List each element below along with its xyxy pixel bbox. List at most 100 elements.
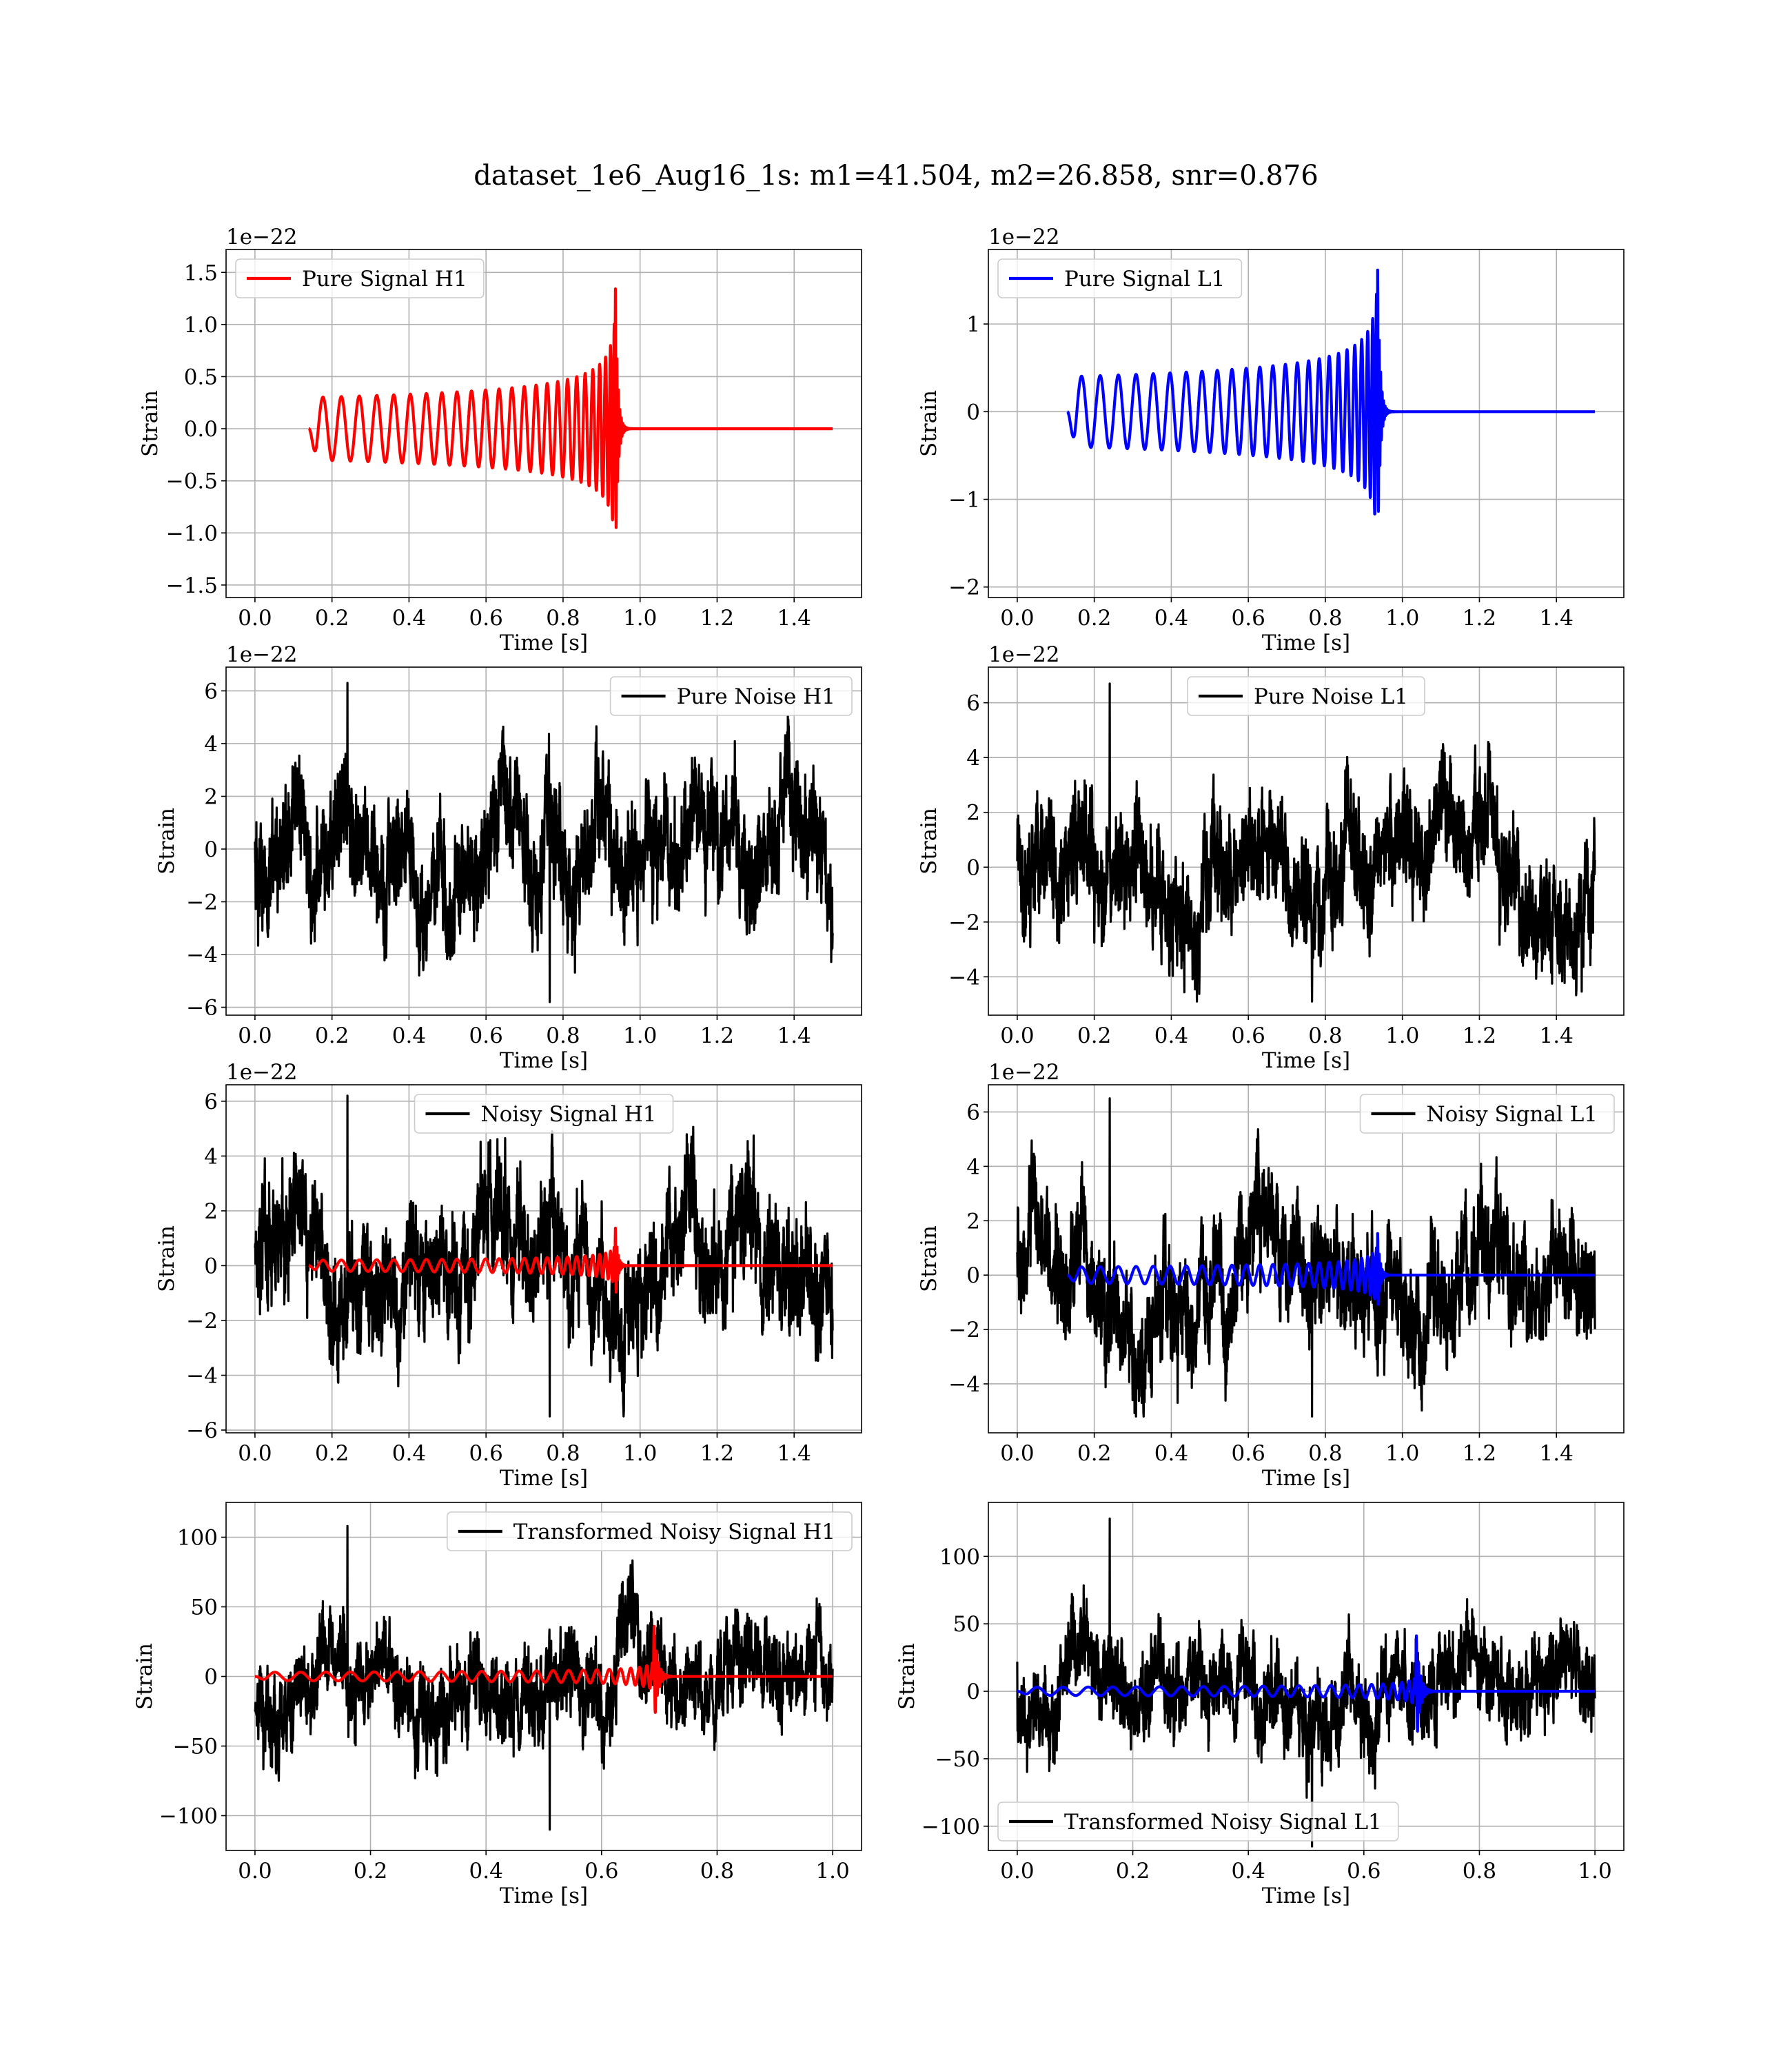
x-tick-label: 0.4: [469, 1859, 503, 1884]
y-tick-label: 2: [204, 784, 218, 809]
y-axis-label: Strain: [138, 390, 163, 457]
x-axis-label: Time [s]: [500, 1466, 588, 1491]
y-tick-label: 0: [966, 855, 980, 880]
x-tick-label: 0.0: [238, 606, 272, 631]
offset-text: 1e−22: [988, 1060, 1060, 1085]
y-tick-label: 2: [966, 801, 980, 826]
x-tick-label: 1.4: [777, 1441, 811, 1466]
plot-area: [1016, 1097, 1596, 1418]
x-tick-label: 1.2: [1463, 606, 1496, 631]
y-tick-label: 0.5: [184, 365, 218, 389]
x-tick-label: 1.0: [623, 1441, 657, 1466]
legend: Noisy Signal H1: [414, 1094, 674, 1134]
legend: Pure Signal H1: [235, 258, 485, 298]
legend-label: Pure Noise H1: [677, 684, 835, 709]
x-tick-label: 1.0: [1385, 1441, 1419, 1466]
x-tick-label: 0.6: [469, 1023, 503, 1048]
x-tick-label: 0.6: [1232, 1441, 1265, 1466]
x-tick-label: 0.6: [469, 1441, 503, 1466]
signal-series-line: [307, 287, 834, 529]
x-tick-label: 0.0: [1000, 1023, 1034, 1048]
x-tick-label: 0.8: [700, 1859, 734, 1884]
y-axis-label: Strain: [917, 1225, 941, 1292]
x-tick-label: 0.2: [1116, 1859, 1150, 1884]
legend: Pure Noise L1: [1187, 676, 1425, 716]
x-tick-label: 0.2: [315, 1023, 349, 1048]
x-axis-label: Time [s]: [500, 1048, 588, 1073]
legend-box: [1359, 1094, 1615, 1134]
legend: Transformed Noisy Signal H1: [446, 1511, 853, 1551]
x-axis-label: Time [s]: [1262, 1884, 1350, 1908]
y-tick-label: −2: [948, 910, 980, 935]
y-tick-label: 1.0: [184, 313, 218, 338]
legend-label: Transformed Noisy Signal H1: [513, 1520, 835, 1544]
x-tick-label: 0.8: [546, 1023, 580, 1048]
legend: Pure Noise H1: [609, 676, 853, 716]
x-tick-label: 0.8: [546, 606, 580, 631]
x-tick-label: 0.8: [1463, 1859, 1496, 1884]
y-axis-label: Strain: [917, 390, 941, 457]
x-tick-label: 1.0: [1385, 606, 1419, 631]
y-tick-label: −4: [186, 1363, 218, 1388]
x-tick-label: 0.6: [1347, 1859, 1381, 1884]
y-tick-label: −2: [948, 575, 980, 600]
y-tick-label: 0: [966, 1680, 980, 1704]
y-tick-label: 0: [204, 837, 218, 862]
x-tick-label: 0.2: [354, 1859, 387, 1884]
legend-label: Transformed Noisy Signal L1: [1064, 1810, 1382, 1835]
legend-box: [235, 258, 485, 298]
plot-area: [307, 287, 834, 529]
x-tick-label: 1.4: [1540, 1023, 1574, 1048]
signal-series-line: [1016, 1634, 1596, 1733]
offset-text: 1e−22: [226, 225, 298, 249]
x-tick-label: 1.4: [1540, 606, 1574, 631]
x-tick-label: 1.4: [1540, 1441, 1574, 1466]
x-tick-label: 0.0: [238, 1441, 272, 1466]
legend-label: Noisy Signal H1: [481, 1102, 657, 1127]
legend: Noisy Signal L1: [1359, 1094, 1615, 1134]
y-tick-label: 0: [204, 1254, 218, 1278]
axes-frame: [225, 1084, 862, 1434]
noise-series-line: [1016, 682, 1596, 1003]
subplot-2: 0.0 0.2 0.4 0.6 0.8 1.0 1.2 1.4 −2 −1 0 1 Time [s] St…: [917, 225, 1625, 655]
legend-label: Pure Signal L1: [1064, 267, 1225, 292]
x-axis-label: Time [s]: [1262, 1466, 1350, 1491]
plot-area: [254, 682, 834, 1003]
subplot-4: 0.0 0.2 0.4 0.6 0.8 1.0 1.2 1.4 −4 −2 0 2 4 6 Time [s]…: [917, 642, 1625, 1073]
y-tick-label: 6: [966, 691, 980, 716]
x-tick-label: 0.0: [238, 1023, 272, 1048]
y-axis-label: Strain: [154, 1225, 179, 1292]
y-tick-label: 100: [177, 1526, 218, 1551]
y-tick-label: −100: [922, 1815, 980, 1839]
x-tick-label: 0.4: [392, 1023, 426, 1048]
y-tick-label: 1: [966, 312, 980, 337]
x-tick-label: 1.2: [700, 606, 734, 631]
x-tick-label: 0.4: [392, 606, 426, 631]
offset-text: 1e−22: [226, 642, 298, 667]
x-tick-label: 0.6: [1232, 1023, 1265, 1048]
x-tick-label: 0.6: [1232, 606, 1265, 631]
subplot-1: 0.0 0.2 0.4 0.6 0.8 1.0 1.2 1.4 −1.5 −1.0 −0.5 0.0 0…: [138, 225, 862, 655]
x-axis-label: Time [s]: [1262, 631, 1350, 655]
legend-box: [1187, 676, 1425, 716]
x-tick-label: 0.4: [392, 1441, 426, 1466]
y-tick-label: 4: [204, 732, 218, 757]
y-tick-label: 50: [191, 1595, 218, 1620]
x-tick-label: 0.0: [1000, 1859, 1034, 1884]
axes-frame: [225, 666, 862, 1016]
y-tick-label: 2: [204, 1199, 218, 1224]
x-tick-label: 0.4: [1154, 1441, 1188, 1466]
x-tick-label: 0.6: [584, 1859, 618, 1884]
plot-area: [254, 1094, 834, 1418]
y-tick-label: −6: [186, 1418, 218, 1443]
plot-area: [1016, 1517, 1596, 1848]
legend-label: Pure Signal H1: [302, 267, 467, 292]
signal-series-line: [1066, 268, 1596, 516]
y-tick-label: −0.5: [166, 469, 218, 494]
y-tick-label: −6: [186, 996, 218, 1021]
x-tick-label: 1.4: [777, 1023, 811, 1048]
legend-label: Pure Noise L1: [1254, 684, 1408, 709]
legend-box: [997, 258, 1243, 298]
subplot-8: 0.0 0.2 0.4 0.6 0.8 1.0 −100 −50 0 50 100 Time [s] S…: [895, 1502, 1625, 1908]
